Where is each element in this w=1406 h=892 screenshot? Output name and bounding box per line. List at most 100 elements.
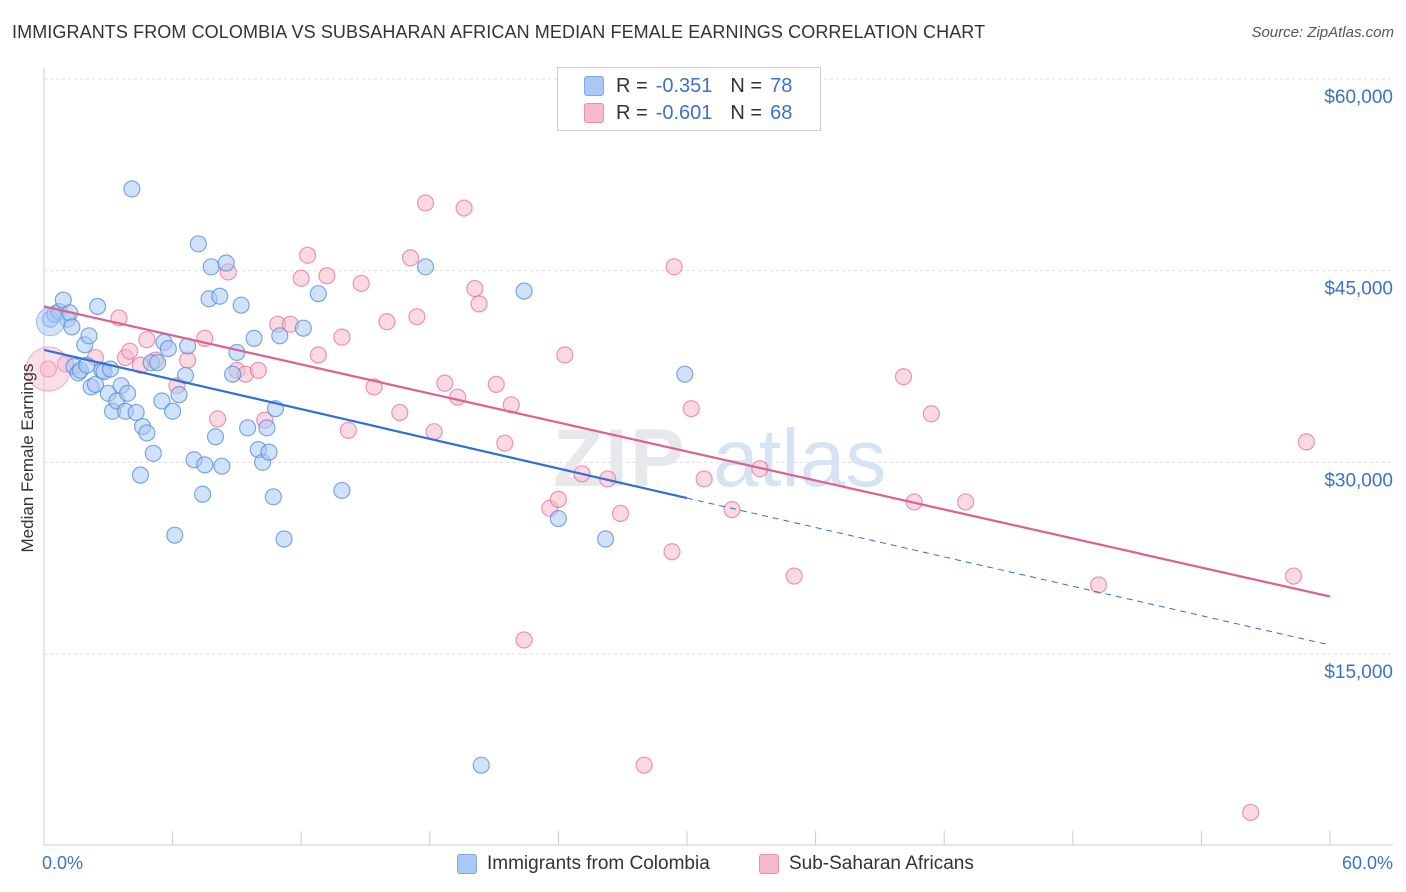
legend-row-colombia: R = -0.351 N = 78: [584, 74, 792, 98]
data-point: [118, 384, 137, 402]
trend-line-sub-saharan: [43, 305, 1331, 598]
data-point: [127, 403, 145, 422]
data-point: [318, 267, 336, 285]
data-point: [232, 296, 250, 314]
data-point: [88, 297, 107, 316]
data-point: [264, 488, 282, 506]
correlation-legend: R = -0.351 N = 78 R = -0.601 N = 68: [557, 67, 821, 131]
data-point: [170, 386, 188, 404]
data-point: [339, 421, 357, 439]
data-point: [515, 631, 533, 649]
data-point: [556, 346, 574, 364]
data-point: [39, 360, 57, 378]
x-tick-label-max: 60.0%: [1342, 853, 1393, 873]
trend-lines: [43, 305, 1331, 646]
data-point: [466, 279, 484, 298]
data-point: [309, 346, 327, 364]
data-point: [549, 509, 568, 528]
legend-r-label: R =: [616, 101, 648, 124]
y-tick-label: $60,000: [1324, 87, 1393, 108]
data-point: [245, 329, 263, 347]
data-point-cluster: [35, 307, 65, 337]
data-point: [196, 456, 214, 474]
data-point: [202, 258, 220, 276]
data-point: [159, 340, 177, 358]
data-point: [194, 485, 212, 503]
data-point: [123, 180, 141, 198]
data-point: [138, 424, 156, 442]
series-colombia-points: [35, 180, 694, 774]
data-point: [676, 365, 694, 383]
data-point: [333, 481, 351, 500]
data-point: [723, 501, 741, 519]
data-point: [682, 400, 700, 418]
axes: [43, 68, 1393, 846]
y-tick-label: $30,000: [1324, 470, 1393, 491]
data-point: [121, 342, 139, 360]
legend-n-label: N =: [730, 101, 763, 124]
data-point: [449, 388, 467, 406]
data-point: [635, 756, 653, 774]
data-point: [80, 327, 98, 345]
data-point: [292, 269, 310, 287]
bottom-legend-colombia[interactable]: Immigrants from Colombia: [457, 852, 710, 876]
chart-title: IMMIGRANTS FROM COLOMBIA VS SUBSAHARAN A…: [12, 22, 986, 42]
data-point: [1297, 433, 1316, 451]
legend-r-value-colombia: -0.351: [655, 74, 713, 97]
data-point: [299, 246, 317, 264]
data-point: [391, 403, 409, 422]
data-point: [1284, 567, 1303, 585]
data-point: [138, 331, 156, 349]
data-point: [922, 405, 940, 423]
legend-swatch-blue: [584, 76, 604, 96]
y-axis-label: Median Female Earnings: [18, 364, 37, 553]
data-point: [1242, 803, 1260, 822]
data-point: [131, 466, 150, 484]
data-point: [472, 756, 490, 774]
data-point: [239, 419, 257, 437]
data-point: [224, 365, 242, 383]
data-point: [408, 308, 426, 326]
data-point: [86, 375, 105, 393]
series-sub-saharan-points: [25, 194, 1316, 822]
data-point: [164, 402, 182, 420]
data-point: [378, 313, 396, 331]
tick-labels: $60,000 $45,000 $30,000 $15,000 0.0% 60.0%: [42, 87, 1393, 873]
data-point: [352, 274, 370, 293]
data-point: [496, 434, 514, 452]
data-point: [217, 254, 235, 272]
data-point: [206, 428, 225, 446]
data-point: [665, 258, 683, 276]
data-point: [189, 235, 207, 253]
data-point: [260, 443, 278, 461]
y-tick-label: $45,000: [1324, 279, 1393, 300]
data-point: [894, 368, 913, 386]
data-point: [470, 295, 488, 313]
data-point: [416, 258, 435, 276]
data-point: [258, 419, 276, 437]
data-point: [663, 543, 681, 561]
legend-n-label: N =: [730, 74, 763, 97]
bottom-legend-label-sub-saharan: Sub-Saharan Africans: [789, 853, 974, 874]
data-point: [695, 470, 713, 488]
data-point: [228, 343, 246, 362]
data-point: [294, 319, 312, 337]
y-tick-label: $15,000: [1324, 662, 1393, 683]
data-point: [957, 493, 975, 511]
data-point: [515, 282, 533, 300]
data-point: [365, 378, 383, 396]
data-point: [436, 374, 454, 392]
bottom-legend-sub-saharan[interactable]: Sub-Saharan Africans: [759, 852, 974, 876]
data-point: [309, 285, 327, 303]
data-point: [416, 194, 435, 212]
legend-swatch-pink: [584, 103, 604, 123]
data-point: [144, 444, 162, 462]
data-point: [166, 526, 184, 544]
data-point: [611, 504, 630, 523]
data-point: [455, 199, 473, 217]
legend-n-value-colombia: 78: [770, 74, 793, 97]
data-point: [785, 567, 803, 585]
bottom-legend-label-colombia: Immigrants from Colombia: [487, 853, 710, 874]
data-point: [63, 318, 81, 336]
